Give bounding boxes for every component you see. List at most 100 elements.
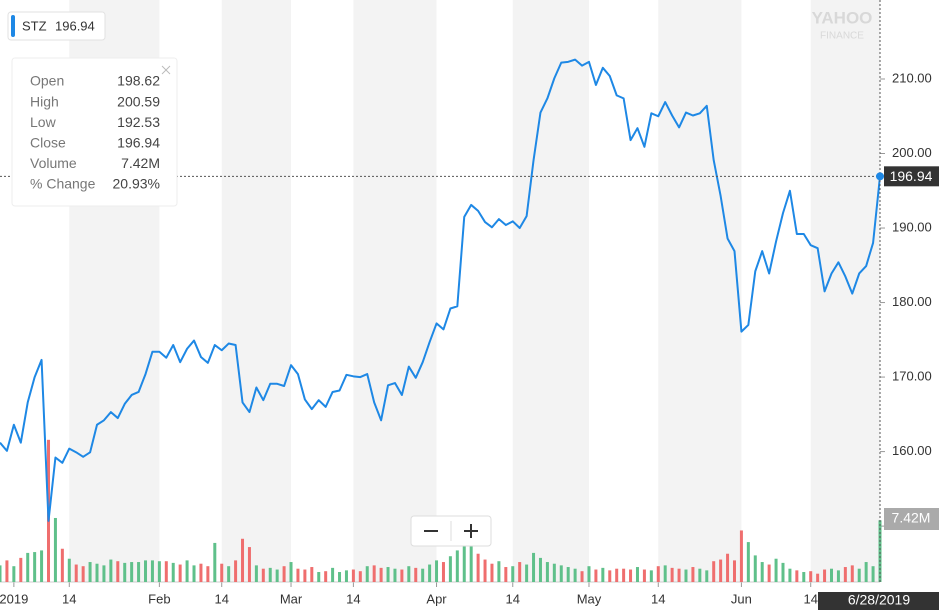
x-tick-label: 14 bbox=[651, 591, 665, 606]
period-band bbox=[221, 0, 292, 582]
tooltip-value: 192.53 bbox=[117, 114, 160, 130]
volume-bar bbox=[774, 558, 778, 582]
volume-bar bbox=[157, 561, 161, 582]
volume-bar bbox=[268, 567, 272, 582]
volume-bar bbox=[615, 568, 619, 582]
price-tag-label: 196.94 bbox=[890, 168, 933, 184]
watermark: YAHOO bbox=[812, 8, 873, 27]
volume-bar bbox=[476, 553, 480, 582]
volume-bar bbox=[857, 568, 861, 582]
tooltip-label: High bbox=[30, 93, 59, 109]
volume-bar bbox=[684, 569, 688, 582]
volume-bar bbox=[95, 563, 99, 582]
volume-bar bbox=[864, 562, 868, 582]
volume-bar bbox=[642, 569, 646, 582]
tooltip-value: 7.42M bbox=[121, 155, 160, 171]
volume-bar bbox=[518, 562, 522, 582]
volume-bar bbox=[441, 562, 445, 582]
volume-bar bbox=[338, 572, 342, 582]
tooltip-label: Close bbox=[30, 135, 66, 151]
volume-bar bbox=[102, 565, 106, 582]
volume-bar bbox=[178, 564, 182, 582]
volume-bar bbox=[414, 567, 418, 582]
volume-bar bbox=[109, 559, 113, 582]
x-tick-label: Jun bbox=[731, 591, 752, 606]
legend-value: 196.94 bbox=[55, 18, 95, 33]
x-tick-label: 14 bbox=[62, 591, 76, 606]
volume-bar bbox=[732, 560, 736, 582]
last-point bbox=[876, 172, 884, 181]
volume-bar bbox=[164, 561, 168, 582]
y-tick-label: 200.00 bbox=[892, 145, 932, 160]
volume-bar bbox=[289, 562, 293, 582]
volume-bar bbox=[275, 569, 279, 582]
volume-bar bbox=[705, 570, 709, 582]
volume-bar bbox=[393, 568, 397, 582]
volume-bar bbox=[53, 517, 57, 582]
y-tick-label: 170.00 bbox=[892, 369, 932, 384]
volume-bar bbox=[234, 560, 238, 582]
y-tick-label: 180.00 bbox=[892, 294, 932, 309]
date-tag bbox=[818, 592, 939, 610]
volume-bar bbox=[365, 566, 369, 582]
volume-bar bbox=[802, 572, 806, 582]
legend-swatch bbox=[11, 15, 15, 37]
tooltip-value: 198.62 bbox=[117, 73, 160, 89]
volume-bar bbox=[816, 573, 820, 582]
price-tag bbox=[884, 166, 939, 187]
volume-bar bbox=[331, 567, 335, 582]
volume-bar bbox=[0, 565, 2, 582]
volume-bar bbox=[33, 552, 37, 582]
zoom-controls bbox=[410, 515, 492, 547]
volume-bar bbox=[407, 566, 411, 582]
tooltip-value: 196.94 bbox=[117, 135, 160, 151]
volume-bar bbox=[691, 567, 695, 582]
volume-bar bbox=[130, 562, 134, 582]
volume-bar bbox=[608, 570, 612, 582]
volume-bar bbox=[324, 571, 328, 582]
x-tick-label: 14 bbox=[506, 591, 520, 606]
volume-bar bbox=[19, 557, 23, 582]
volume-bar bbox=[462, 520, 466, 582]
volume-bar bbox=[753, 555, 757, 582]
volume-bar bbox=[254, 565, 258, 582]
volume-bar bbox=[60, 548, 64, 582]
volume-bar bbox=[781, 562, 785, 582]
volume-bar bbox=[137, 562, 141, 582]
volume-bar bbox=[81, 566, 85, 582]
x-tick-label: Feb bbox=[148, 591, 170, 606]
volume-bar bbox=[656, 566, 660, 582]
volume-bar bbox=[261, 568, 265, 582]
volume-bar bbox=[850, 565, 854, 582]
period-band bbox=[810, 0, 880, 582]
volume-bar bbox=[40, 550, 44, 582]
volume-bar bbox=[511, 566, 515, 582]
volume-bar bbox=[580, 571, 584, 582]
zoom-in[interactable] bbox=[464, 524, 478, 538]
volume-bar bbox=[490, 563, 494, 582]
volume-bar bbox=[601, 567, 605, 582]
legend-name: STZ bbox=[22, 18, 47, 33]
volume-bar bbox=[726, 553, 730, 582]
volume-bar bbox=[483, 559, 487, 582]
close-icon[interactable] bbox=[161, 65, 171, 75]
volume-bar bbox=[185, 560, 189, 582]
volume-bar bbox=[809, 571, 813, 582]
volume-bar bbox=[497, 561, 501, 582]
volume-bar bbox=[649, 570, 653, 582]
x-tick-label: 14 bbox=[346, 591, 360, 606]
volume-bar bbox=[88, 562, 92, 582]
volume-bar bbox=[663, 565, 667, 582]
x-tick-label: May bbox=[577, 591, 602, 606]
tooltip: Open 198.62 High 200.59 Low 192.53 Close 196.94… bbox=[11, 57, 178, 207]
volume-bar bbox=[171, 562, 175, 582]
period-band bbox=[353, 0, 437, 582]
date-tag-label: 6/28/2019 bbox=[848, 592, 910, 608]
x-tick-label: Mar bbox=[280, 591, 303, 606]
volume-bar bbox=[5, 560, 9, 582]
volume-bar bbox=[206, 566, 210, 582]
volume-bar bbox=[670, 567, 674, 582]
volume-bar bbox=[698, 568, 702, 582]
tooltip-value: 20.93% bbox=[113, 176, 160, 192]
legend[interactable]: STZ 196.94 bbox=[7, 11, 106, 41]
